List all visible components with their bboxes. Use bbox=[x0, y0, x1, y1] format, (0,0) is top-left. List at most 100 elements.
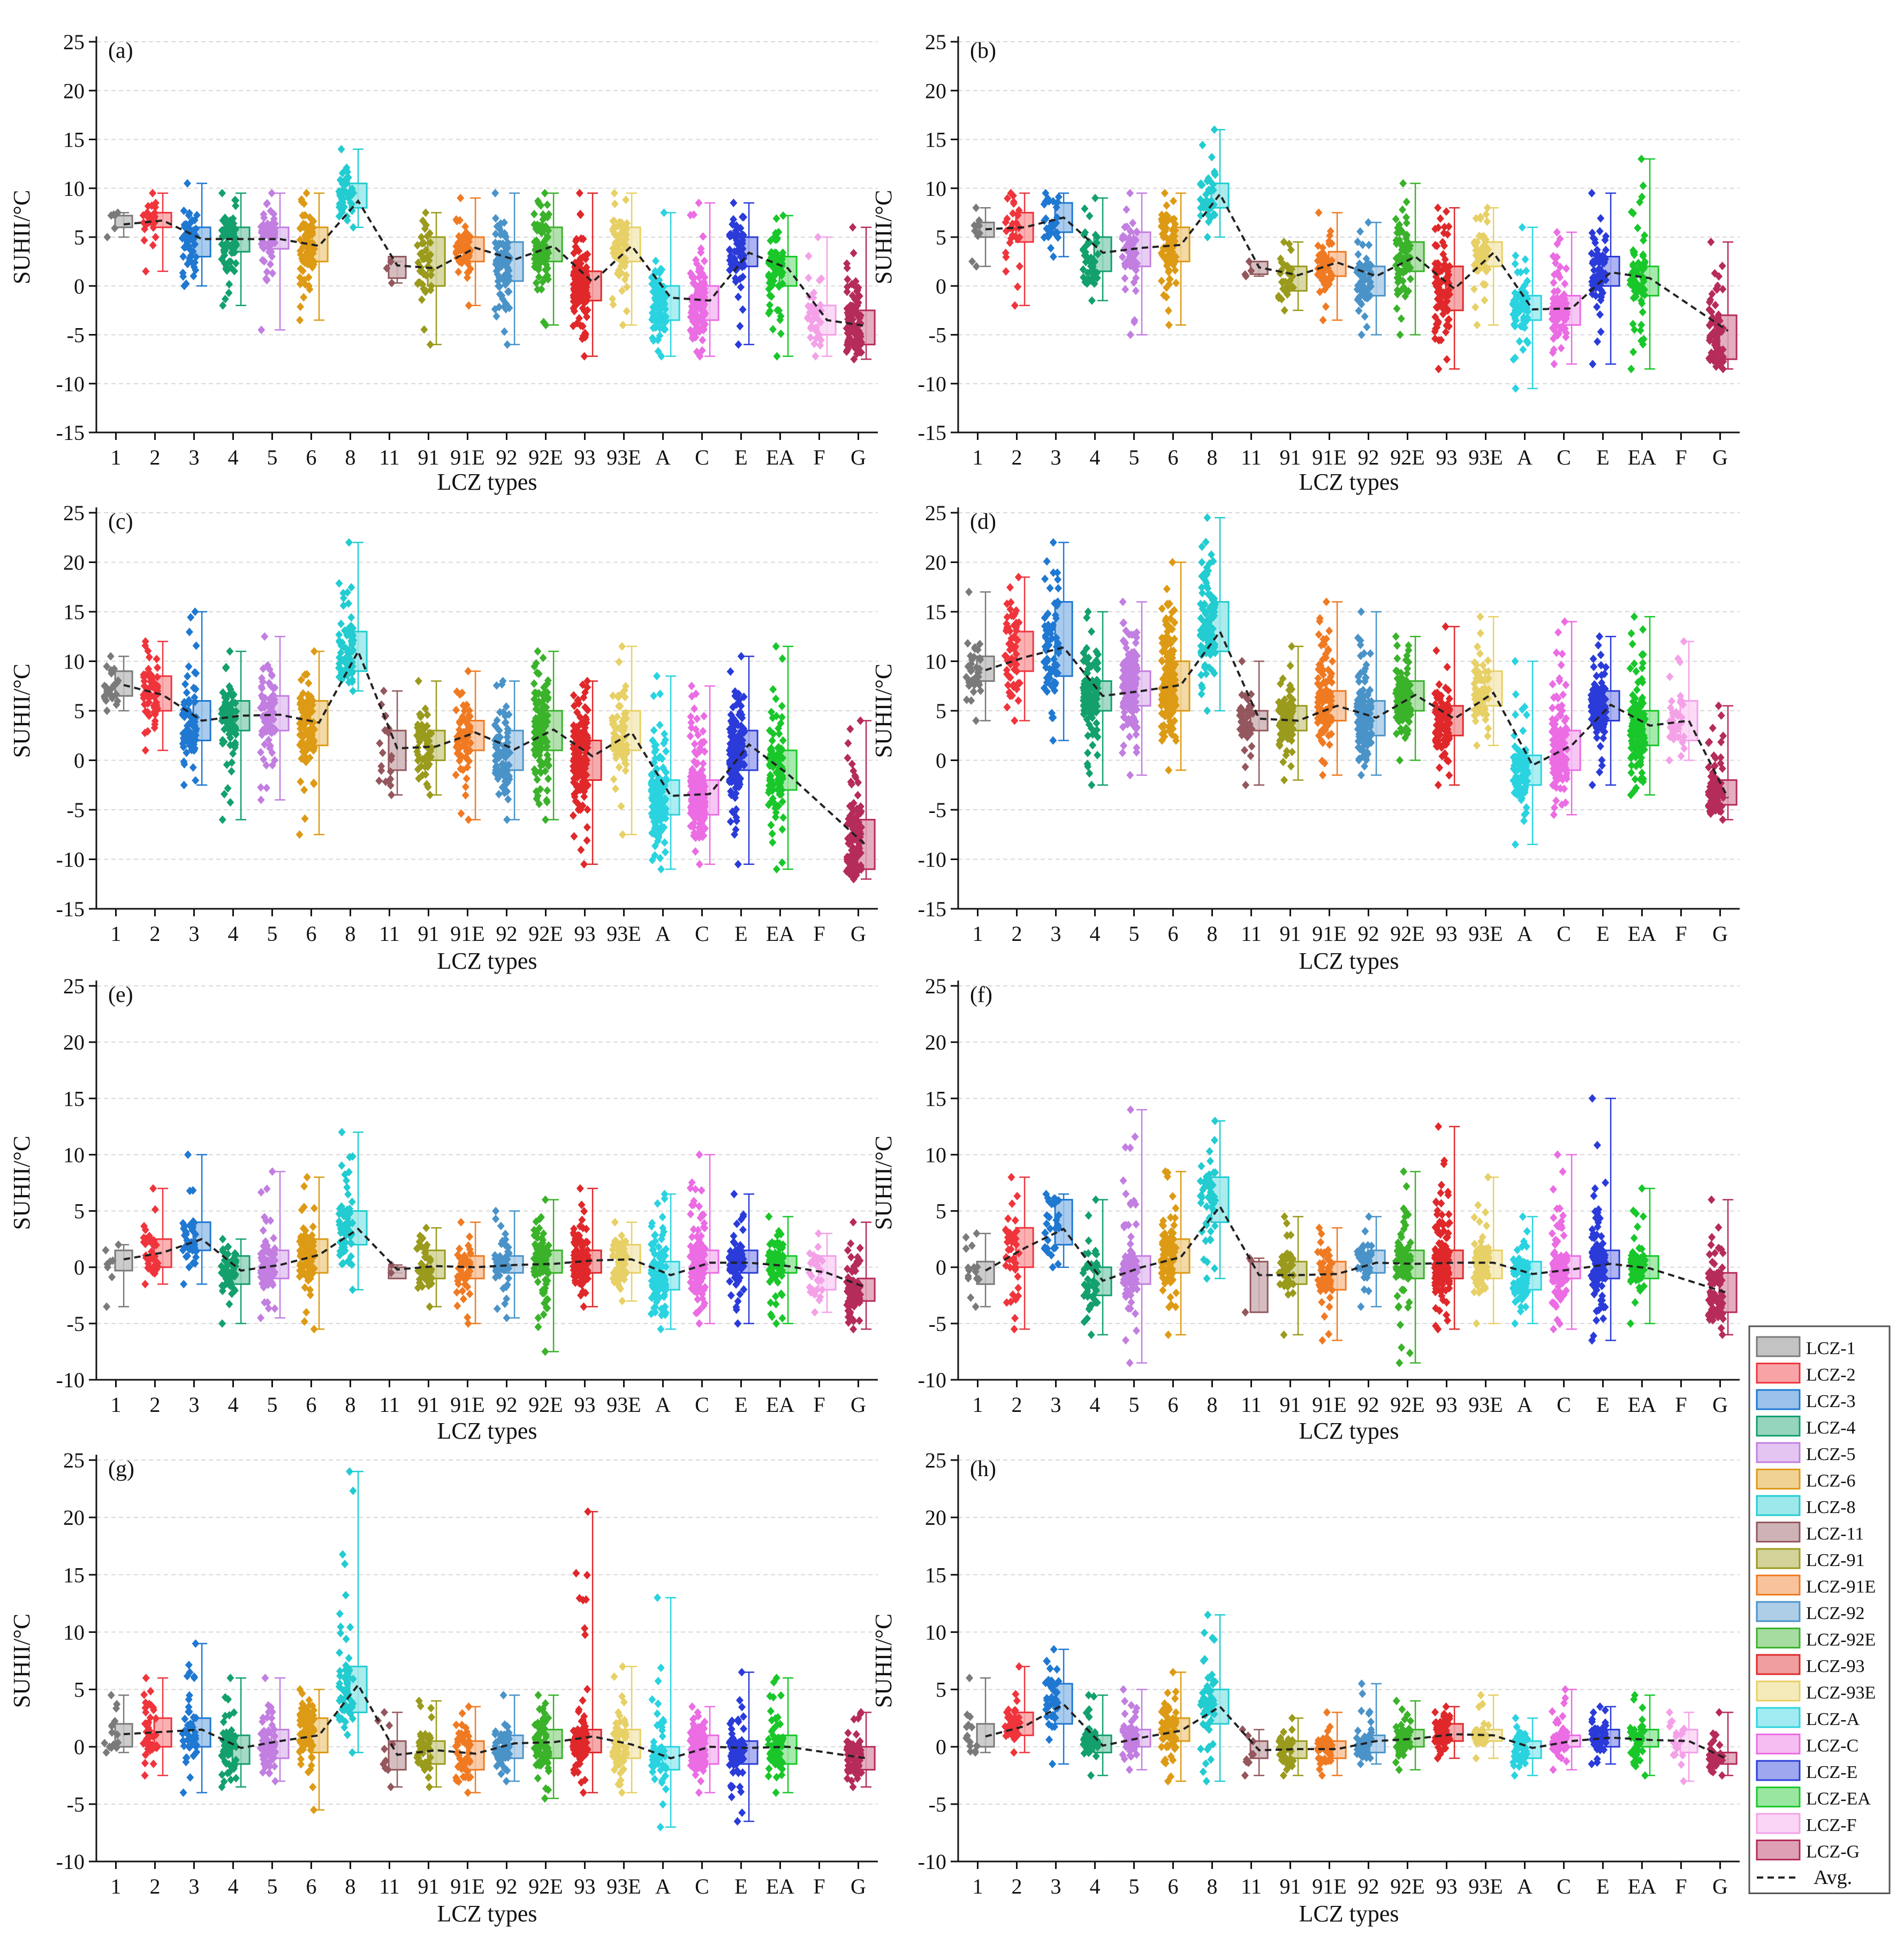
data-point bbox=[192, 776, 199, 785]
data-point bbox=[219, 816, 226, 824]
data-point bbox=[454, 268, 462, 276]
scatter-group bbox=[218, 189, 240, 310]
data-point bbox=[1596, 310, 1604, 319]
data-point bbox=[1558, 344, 1565, 353]
data-point bbox=[335, 630, 343, 639]
data-point bbox=[570, 832, 578, 841]
data-point bbox=[1522, 267, 1530, 275]
data-point bbox=[1041, 575, 1049, 583]
data-point bbox=[1407, 275, 1414, 283]
x-tick-label: 1 bbox=[111, 922, 122, 946]
data-point bbox=[814, 233, 822, 241]
data-point bbox=[779, 736, 787, 744]
scatter-group bbox=[843, 223, 866, 363]
data-point bbox=[1055, 584, 1062, 592]
data-point bbox=[609, 295, 616, 303]
data-point bbox=[773, 352, 780, 361]
data-point bbox=[226, 798, 234, 807]
y-tick-label: 0 bbox=[74, 274, 85, 298]
y-axis-label: SUHII/°C bbox=[870, 190, 897, 285]
data-point bbox=[619, 830, 626, 839]
data-point bbox=[576, 189, 583, 197]
data-point bbox=[149, 189, 156, 197]
data-point bbox=[189, 763, 197, 772]
data-point bbox=[222, 663, 230, 671]
data-point bbox=[1050, 538, 1057, 547]
data-point bbox=[1719, 262, 1726, 270]
data-point bbox=[310, 780, 317, 788]
data-point bbox=[580, 860, 588, 869]
x-tick-label: 8 bbox=[1207, 922, 1218, 946]
data-point bbox=[227, 767, 235, 776]
x-tick-label: 93E bbox=[1468, 922, 1503, 946]
data-point bbox=[730, 199, 737, 207]
data-point bbox=[769, 325, 777, 333]
data-point bbox=[1512, 252, 1519, 260]
x-tick-label: 93E bbox=[1468, 445, 1503, 469]
x-tick-label: 4 bbox=[1090, 445, 1101, 469]
x-tick-label: EA bbox=[766, 922, 794, 946]
data-point bbox=[1281, 306, 1288, 315]
data-point bbox=[623, 307, 631, 315]
data-point bbox=[1204, 233, 1211, 241]
data-point bbox=[657, 865, 665, 873]
y-tick-label: -5 bbox=[929, 798, 946, 822]
data-point bbox=[310, 647, 318, 656]
data-point bbox=[1158, 277, 1165, 285]
data-point bbox=[452, 771, 460, 779]
data-point bbox=[1588, 189, 1596, 197]
data-point bbox=[1165, 321, 1173, 329]
data-point bbox=[1356, 227, 1364, 236]
scatter-group bbox=[1041, 538, 1063, 745]
data-point bbox=[1629, 348, 1637, 356]
data-point bbox=[426, 791, 434, 799]
y-tick-label: 15 bbox=[925, 600, 946, 624]
y-tick-label: -10 bbox=[56, 372, 85, 396]
data-point bbox=[1086, 212, 1093, 221]
box bbox=[389, 731, 406, 770]
data-point bbox=[811, 352, 819, 361]
data-point bbox=[193, 641, 200, 650]
y-tick-label: 25 bbox=[925, 501, 946, 525]
data-point bbox=[696, 860, 703, 869]
data-point bbox=[849, 223, 856, 232]
y-tick-label: 20 bbox=[63, 551, 85, 575]
x-axis-label: LCZ types bbox=[437, 469, 537, 495]
data-point bbox=[581, 352, 588, 361]
data-point bbox=[1211, 125, 1218, 134]
x-tick-label: 1 bbox=[111, 445, 122, 469]
x-tick-label: C bbox=[1557, 445, 1571, 469]
x-tick-label: 91 bbox=[418, 445, 439, 469]
data-point bbox=[1640, 250, 1647, 259]
data-point bbox=[772, 642, 780, 651]
data-point bbox=[493, 312, 500, 321]
data-point bbox=[1634, 224, 1641, 232]
data-point bbox=[618, 642, 626, 651]
x-axis-label: LCZ types bbox=[437, 948, 537, 974]
data-point bbox=[609, 691, 617, 700]
data-point bbox=[146, 653, 153, 662]
data-point bbox=[619, 321, 627, 329]
scatter-group bbox=[491, 677, 514, 824]
data-point bbox=[377, 762, 385, 771]
data-point bbox=[1637, 321, 1645, 329]
data-point bbox=[736, 322, 744, 330]
scatter-group bbox=[1197, 125, 1219, 241]
data-point bbox=[1399, 179, 1407, 188]
scatter-group bbox=[1158, 189, 1180, 329]
x-tick-label: 92 bbox=[496, 922, 518, 946]
data-point bbox=[1015, 696, 1022, 705]
data-point bbox=[699, 232, 707, 241]
scatter-group bbox=[1470, 203, 1492, 329]
scatter-group bbox=[1431, 203, 1454, 373]
y-tick-label: 20 bbox=[925, 79, 946, 103]
data-point bbox=[1398, 314, 1405, 323]
y-tick-label: -10 bbox=[918, 848, 946, 872]
data-point bbox=[970, 688, 977, 696]
data-point bbox=[452, 706, 460, 715]
data-point bbox=[615, 658, 623, 666]
data-point bbox=[534, 647, 542, 656]
scatter-group bbox=[179, 607, 200, 789]
scatter-group bbox=[1119, 189, 1141, 339]
